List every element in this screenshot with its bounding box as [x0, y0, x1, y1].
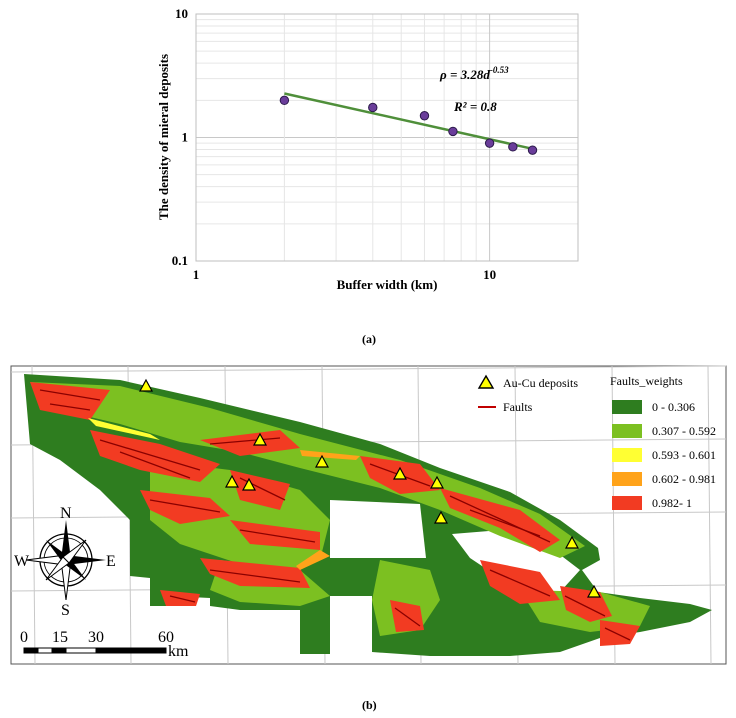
weight-label-4: 0.602 - 0.981	[652, 472, 716, 486]
compass-n: N	[60, 505, 72, 522]
weight-swatch-2	[612, 424, 642, 438]
weight-label-1: 0 - 0.306	[652, 400, 695, 414]
data-points	[279, 95, 538, 155]
x-tick-label: 10	[483, 267, 496, 282]
x-tick-label: 1	[193, 267, 200, 282]
weight-label-3: 0.593 - 0.601	[652, 448, 716, 462]
compass-e: E	[106, 553, 116, 570]
compass-w: W	[14, 553, 30, 570]
caption-a: (a)	[362, 332, 376, 346]
deposit-markers	[138, 378, 602, 598]
compass-rose-icon	[25, 520, 106, 601]
legend-deposits-label: Au-Cu deposits	[503, 376, 578, 390]
data-point	[508, 142, 518, 152]
weights-legend-title: Faults_weights	[610, 374, 683, 388]
data-point	[279, 95, 290, 106]
x-axis-label: Buffer width (km)	[337, 277, 438, 292]
weight-label-2: 0.307 - 0.592	[652, 424, 716, 438]
y-tick-label: 0.1	[172, 253, 188, 268]
fault-lines	[39, 389, 631, 641]
weight-swatch-5	[612, 496, 642, 510]
y-tick-label: 1	[182, 130, 189, 145]
density-chart: 10 1 0.1 1 10 ρ = 3.28d-0.53 R² = 0.8 Buffer…	[156, 6, 579, 292]
legend-faults-label: Faults	[503, 400, 533, 414]
y-axis-label: The density of mieral deposits	[156, 54, 171, 220]
plot-frame	[195, 13, 579, 262]
data-point	[527, 145, 538, 155]
scale-label-0: 0	[20, 629, 28, 646]
triangle-icon	[477, 374, 495, 389]
y-tick-label: 10	[175, 6, 188, 21]
weight-swatch-1	[612, 400, 642, 414]
data-point	[448, 126, 458, 137]
trend-equation: ρ = 3.28d-0.53	[439, 65, 509, 82]
scale-label-30: 30	[88, 629, 104, 646]
scale-bar	[23, 647, 167, 654]
r-squared: R² = 0.8	[453, 99, 497, 114]
weight-swatch-4	[612, 472, 642, 486]
data-point	[484, 138, 495, 148]
caption-b: (b)	[362, 698, 377, 712]
scale-label-60: 60	[158, 629, 174, 646]
scale-unit: km	[168, 643, 189, 660]
tick-labels: 10 1 0.1 1 10	[172, 6, 496, 282]
data-point	[419, 111, 430, 121]
weight-swatch-3	[612, 448, 642, 462]
faults-weight-map: Au-Cu deposits Faults Faults_weights 0 -…	[10, 365, 727, 665]
compass-s: S	[61, 602, 70, 619]
scale-label-15: 15	[52, 629, 68, 646]
data-point	[368, 102, 378, 113]
weight-label-5: 0.982- 1	[652, 496, 692, 510]
chart-grid	[195, 14, 579, 262]
